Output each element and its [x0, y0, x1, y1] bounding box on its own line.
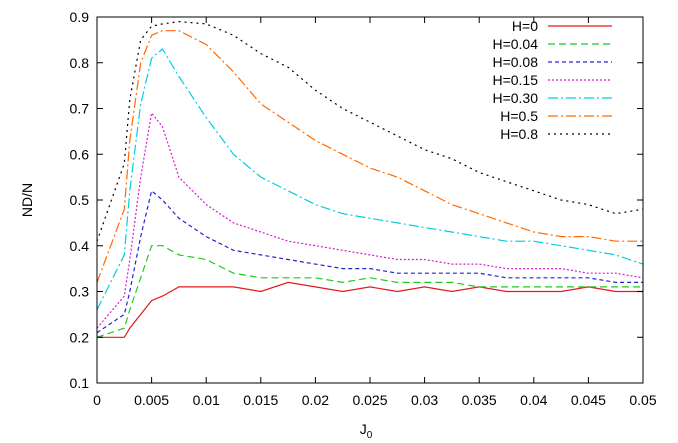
series-line-5 [96, 30, 643, 283]
series-line-0 [97, 281, 643, 338]
series-line-2 [96, 189, 643, 334]
x-tick-label: 0 [93, 392, 101, 408]
legend-label: H=0.5 [500, 108, 538, 124]
x-tick-label: 0.005 [134, 392, 169, 408]
legend: H=0 H=0.04 H=0.08 H=0.15 H=0.30 H=0.5 H=0.8 [492, 18, 612, 142]
x-axis: 0 0.005 0.01 0.015 0.02 0.025 0.03 0.035 0.04 0.0… [93, 17, 657, 408]
x-tick-label: 0.05 [629, 392, 656, 408]
y-tick-label: 0.2 [70, 329, 90, 345]
y-tick-label: 0.8 [70, 55, 90, 71]
y-axis-label: ND/N [19, 183, 35, 217]
legend-label: H=0 [512, 18, 538, 34]
legend-label: H=0.15 [492, 72, 538, 88]
y-tick-label: 0.7 [70, 101, 90, 117]
legend-label: H=0.04 [492, 36, 538, 52]
series-line-1 [96, 245, 643, 338]
x-tick-label: 0.02 [302, 392, 329, 408]
x-tick-label: 0.01 [193, 392, 220, 408]
y-tick-label: 0.9 [70, 9, 90, 25]
series-line-6 [96, 20, 644, 242]
y-tick-label: 0.5 [70, 192, 90, 208]
x-tick-label: 0.035 [462, 392, 497, 408]
legend-label: H=0.8 [500, 126, 538, 142]
series-line-4 [96, 48, 644, 311]
x-axis-label-main: J [360, 421, 367, 437]
y-tick-label: 0.6 [70, 146, 90, 162]
series-line-3 [96, 111, 644, 329]
x-tick-label: 0.015 [243, 392, 278, 408]
x-axis-label: J0 [360, 421, 373, 441]
y-tick-label: 0.1 [70, 375, 90, 391]
x-tick-label: 0.04 [520, 392, 547, 408]
x-tick-label: 0.045 [571, 392, 606, 408]
x-axis-label-subscript: 0 [367, 430, 373, 441]
legend-label: H=0.08 [492, 54, 538, 70]
x-tick-label: 0.025 [352, 392, 387, 408]
y-tick-label: 0.4 [70, 238, 90, 254]
y-tick-label: 0.3 [70, 284, 90, 300]
y-axis: 0.1 0.2 0.3 0.4 0.5 0.6 0.7 0.8 0.9 [70, 9, 643, 391]
legend-label: H=0.30 [492, 90, 538, 106]
series-layer [96, 20, 644, 338]
x-tick-label: 0.03 [411, 392, 438, 408]
